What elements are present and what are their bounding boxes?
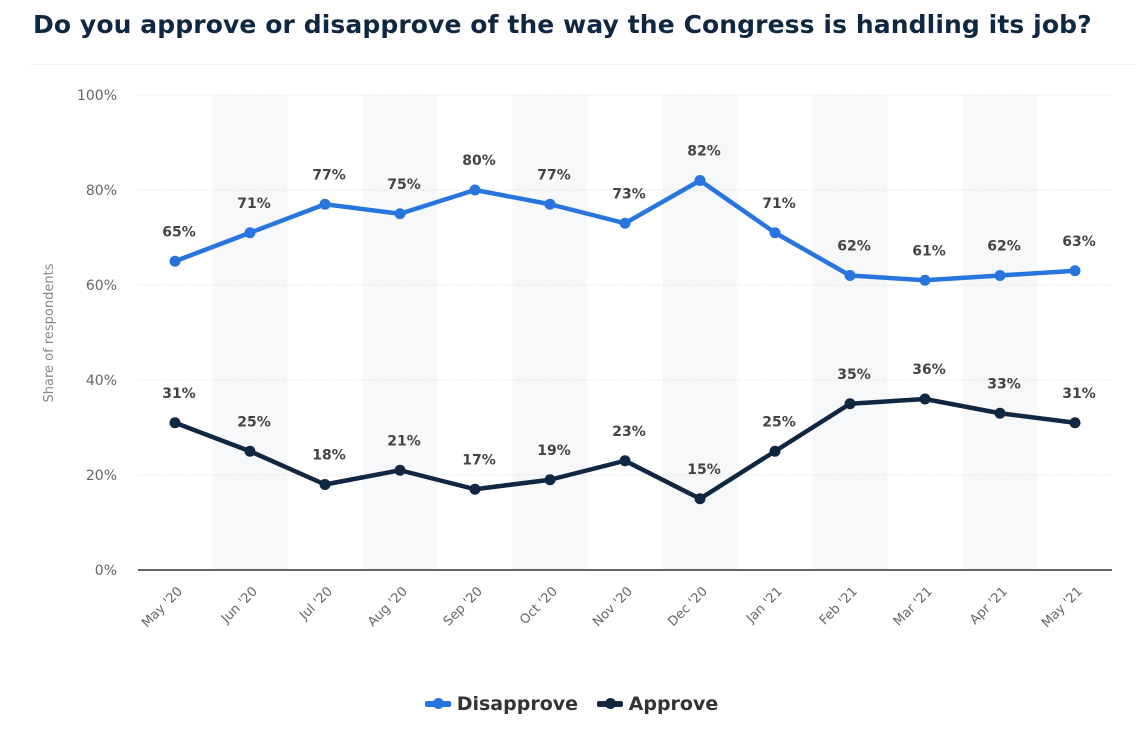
data-point [769,227,781,239]
data-point [469,483,481,495]
data-label: 21% [387,433,421,449]
data-point [844,270,856,281]
data-label: 33% [987,376,1021,392]
data-label: 62% [837,239,871,255]
data-point [919,274,931,286]
data-label: 36% [912,362,946,378]
column-band [812,95,888,570]
legend-approve-label: Approve [628,693,719,715]
data-label: 63% [1062,234,1096,250]
data-point [469,184,481,196]
data-point [244,227,256,239]
data-label: 35% [837,367,871,383]
data-label: 61% [912,243,946,259]
x-tick-label: May '20 [139,584,186,631]
data-point [994,407,1006,419]
data-point [1069,417,1081,429]
column-band [512,95,588,570]
x-tick-label: Feb '21 [817,584,861,628]
x-tick-label: Jan '21 [743,584,786,627]
x-axis-ticks: May '20 Jun '20 Jul '20 Aug '20 Sep '20 Oct '… [139,584,1086,631]
column-band [962,95,1038,570]
series-approve: 31% 25% 18% 21% 17% 19% 23% 15% 25% 35% 36% 33% 31% [162,362,1096,505]
y-tick-label: 0% [95,563,117,579]
legend-disapprove-label: Disapprove [456,693,579,715]
data-point [169,417,181,429]
y-tick-label: 100% [77,88,117,104]
x-tick-label: Apr '21 [967,584,1011,628]
data-label: 73% [612,186,646,202]
series-lines: 65% 71% 77% 75% 80% 77% 73% 82% 71% 62% 61% 62% 63% 3… [162,144,1096,505]
data-point [394,464,406,476]
data-point [769,445,781,457]
data-point [169,255,181,267]
data-label: 19% [537,443,571,459]
x-tick-label: Jul '20 [296,584,336,624]
chart-title: Do you approve or disapprove of the way … [33,10,1092,39]
series-disapprove: 65% 71% 77% 75% 80% 77% 73% 82% 71% 62% 61% 62% 63% [162,144,1096,286]
data-label: 75% [387,177,421,193]
data-point [619,217,631,229]
x-tick-label: Sep '20 [441,584,486,629]
y-tick-label: 60% [86,278,117,294]
data-label: 31% [1062,386,1096,402]
data-label: 77% [312,167,346,183]
y-axis-ticks: 0% 20% 40% 60% 80% 100% [77,88,117,579]
x-tick-label: Nov '20 [590,584,636,630]
data-point [319,198,331,210]
x-tick-label: Dec '20 [665,584,711,630]
data-point [694,175,706,186]
data-point [544,474,556,486]
data-point [1069,265,1081,277]
column-band [212,95,288,570]
data-point [544,198,556,210]
column-bands [212,95,1038,570]
x-tick-label: Mar '21 [891,584,936,629]
legend-item-disapprove[interactable]: Disapprove [424,693,579,715]
data-label: 15% [687,462,721,478]
data-label: 71% [762,196,796,212]
series-line [172,396,1078,501]
y-tick-label: 20% [86,468,117,484]
x-tick-label: May '21 [1039,584,1086,631]
data-point [919,393,931,405]
data-label: 23% [612,424,646,440]
legend-approve-icon [596,698,623,709]
data-label: 62% [987,239,1021,255]
column-band [362,95,438,570]
data-label: 25% [237,414,271,430]
column-band [662,95,738,570]
y-tick-label: 40% [86,373,117,389]
y-axis-label: Share of respondents [42,263,57,402]
legend-item-approve[interactable]: Approve [596,693,719,715]
data-point [844,398,856,410]
legend: Disapprove Approve [0,690,1143,715]
y-tick-label: 80% [86,183,117,199]
data-label: 80% [462,153,496,169]
x-tick-label: Oct '20 [517,584,561,628]
data-label: 65% [162,224,196,240]
data-point [994,270,1006,281]
data-point [319,479,331,490]
data-label: 71% [237,196,271,212]
data-label: 18% [312,448,346,464]
data-label: 31% [162,386,196,402]
legend-disapprove-icon [424,698,451,709]
data-point [694,493,706,505]
x-tick-label: Jun '20 [218,584,261,627]
data-point [394,208,406,220]
data-label: 77% [537,167,571,183]
data-point [244,445,256,457]
data-point [619,455,631,467]
data-label: 25% [762,414,796,430]
x-tick-label: Aug '20 [365,584,411,630]
data-label: 17% [462,452,496,468]
data-label: 82% [687,144,721,160]
